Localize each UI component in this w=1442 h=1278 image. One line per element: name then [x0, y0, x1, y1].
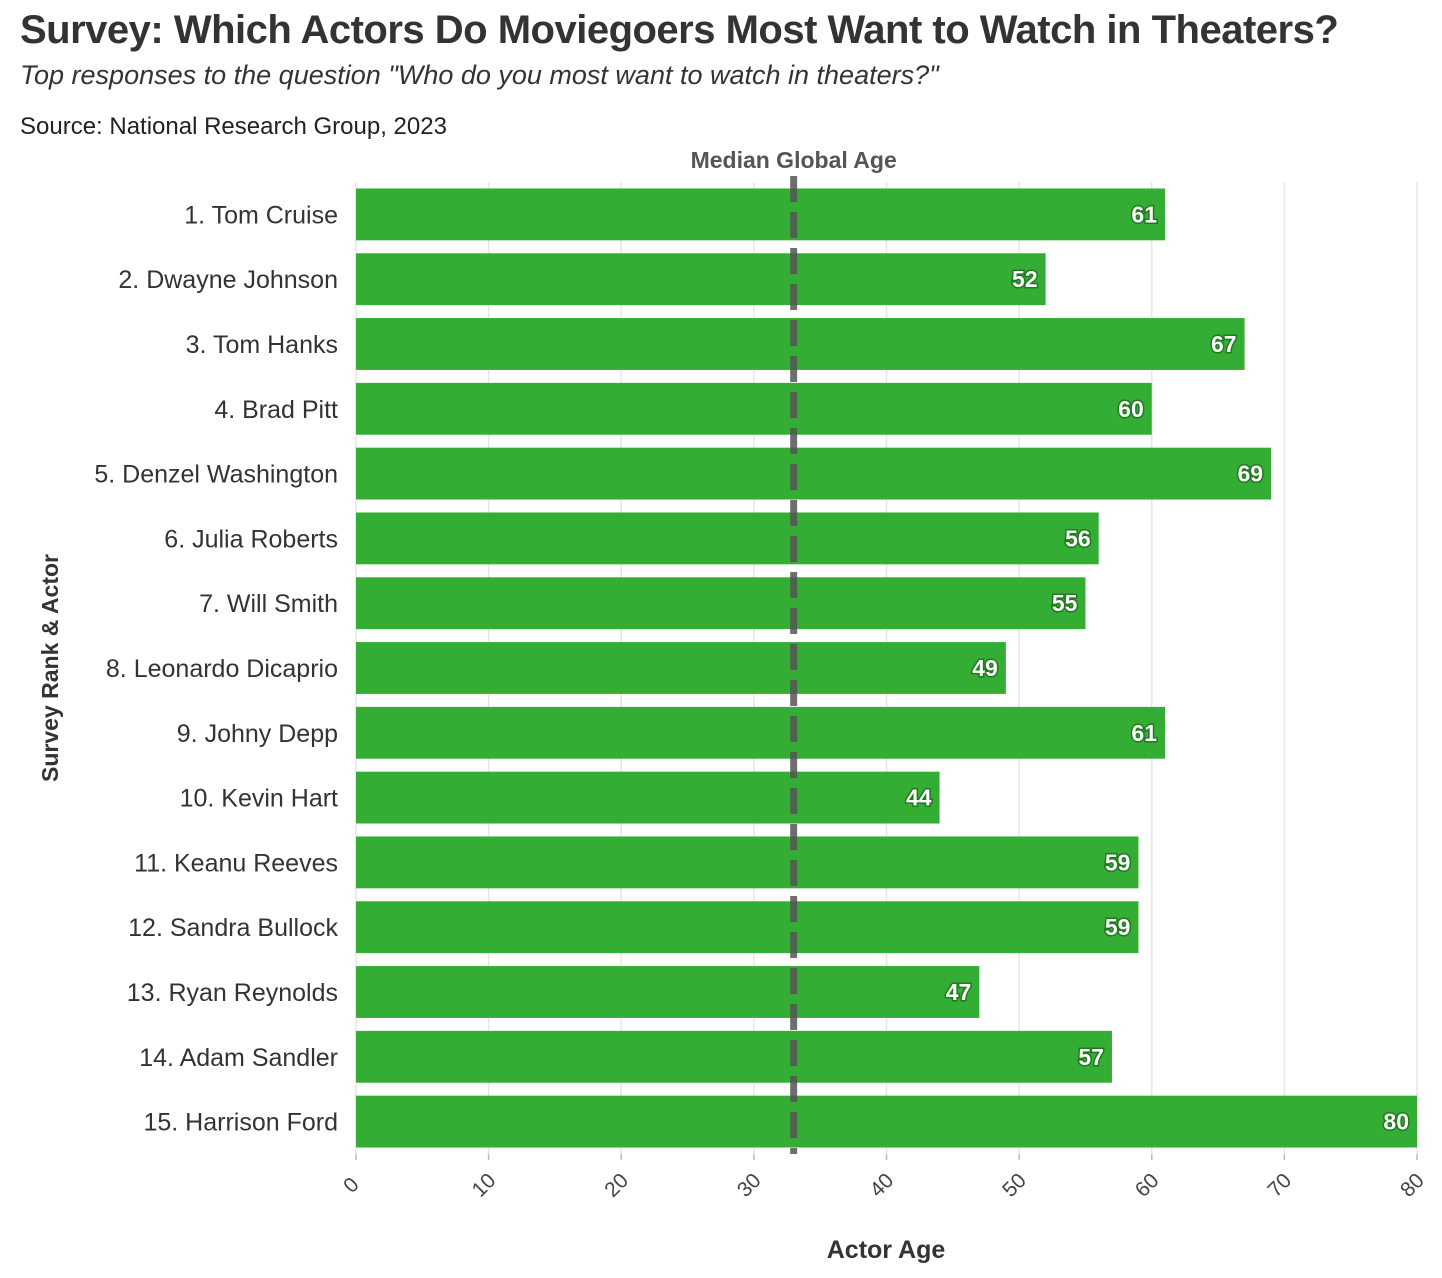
- chart-source: Source: National Research Group, 2023: [20, 113, 447, 140]
- x-tick-label: 70: [1263, 1169, 1296, 1202]
- bar: [356, 771, 940, 824]
- x-tick-label: 60: [1131, 1169, 1164, 1202]
- category-label: 8. Leonardo Dicaprio: [106, 655, 338, 683]
- bar: [356, 382, 1152, 435]
- bar-value-label: 52: [1012, 266, 1038, 292]
- bars: [356, 188, 1417, 1148]
- category-label: 11. Keanu Reeves: [134, 849, 338, 877]
- bar-value-label: 67: [1211, 331, 1237, 357]
- bar-value-label: 61: [1131, 720, 1157, 746]
- bar-value-label: 47: [946, 979, 972, 1005]
- bar: [356, 577, 1086, 630]
- x-tick-label: 0: [339, 1173, 364, 1198]
- bar-value-label: 61: [1131, 201, 1157, 227]
- x-axis-label: Actor Age: [827, 1236, 946, 1264]
- bar: [356, 706, 1166, 759]
- category-label: 12. Sandra Bullock: [128, 914, 338, 942]
- bar: [356, 1095, 1417, 1148]
- bar-value-label: 59: [1105, 849, 1131, 875]
- x-tick-label: 50: [998, 1169, 1031, 1202]
- bar: [356, 188, 1166, 241]
- reference-line-group: Median Global Age: [691, 147, 897, 1154]
- category-label: 10. Kevin Hart: [180, 785, 338, 813]
- category-labels: 1. Tom Cruise 2. Dwayne Johnson 3. Tom Han…: [94, 201, 338, 1136]
- bar-value-label: 44: [906, 785, 932, 811]
- x-tick-labels: 0 10 20 30 40 50 60 70 80: [339, 1169, 1429, 1202]
- category-label: 2. Dwayne Johnson: [118, 266, 338, 294]
- x-tick-label: 30: [733, 1169, 766, 1202]
- bar-value-label: 56: [1065, 525, 1091, 551]
- bar-value-label: 69: [1238, 461, 1264, 487]
- bar-value-label: 59: [1105, 914, 1131, 940]
- bar: [356, 836, 1139, 889]
- category-label: 15. Harrison Ford: [143, 1109, 338, 1137]
- bar: [356, 512, 1099, 565]
- category-label: 7. Will Smith: [199, 590, 338, 618]
- x-tick-label: 20: [600, 1169, 633, 1202]
- bar: [356, 447, 1272, 500]
- x-tick-label: 80: [1396, 1169, 1429, 1202]
- category-label: 4. Brad Pitt: [214, 396, 338, 424]
- bar-value-label: 55: [1052, 590, 1078, 616]
- x-tick-label: 10: [468, 1169, 501, 1202]
- category-label: 1. Tom Cruise: [184, 201, 338, 229]
- category-label: 3. Tom Hanks: [186, 331, 338, 359]
- category-label: 13. Ryan Reynolds: [127, 979, 338, 1007]
- category-label: 5. Denzel Washington: [94, 461, 338, 489]
- bar-value-label: 80: [1383, 1109, 1409, 1135]
- bar: [356, 966, 980, 1018]
- median-age-label: Median Global Age: [691, 147, 897, 173]
- category-label: 14. Adam Sandler: [139, 1044, 338, 1072]
- bar: [356, 642, 1006, 694]
- bar: [356, 1030, 1112, 1083]
- chart-title: Survey: Which Actors Do Moviegoers Most …: [20, 8, 1339, 52]
- category-label: 6. Julia Roberts: [164, 525, 338, 553]
- x-tick-label: 40: [866, 1169, 899, 1202]
- bar: [356, 901, 1139, 954]
- bar: [356, 253, 1046, 306]
- bar-value-label: 57: [1078, 1044, 1104, 1070]
- chart-subtitle: Top responses to the question "Who do yo…: [20, 60, 939, 90]
- bar: [356, 318, 1245, 370]
- bar-value-label: 49: [972, 655, 998, 681]
- category-label: 9. Johny Depp: [177, 720, 338, 748]
- bar-value-labels: 61 52 67 60 69 56 55 49 61 44 59 59 47 57 80: [904, 200, 1410, 1136]
- y-axis-label: Survey Rank & Actor: [37, 554, 63, 782]
- bar-value-label: 60: [1118, 396, 1144, 422]
